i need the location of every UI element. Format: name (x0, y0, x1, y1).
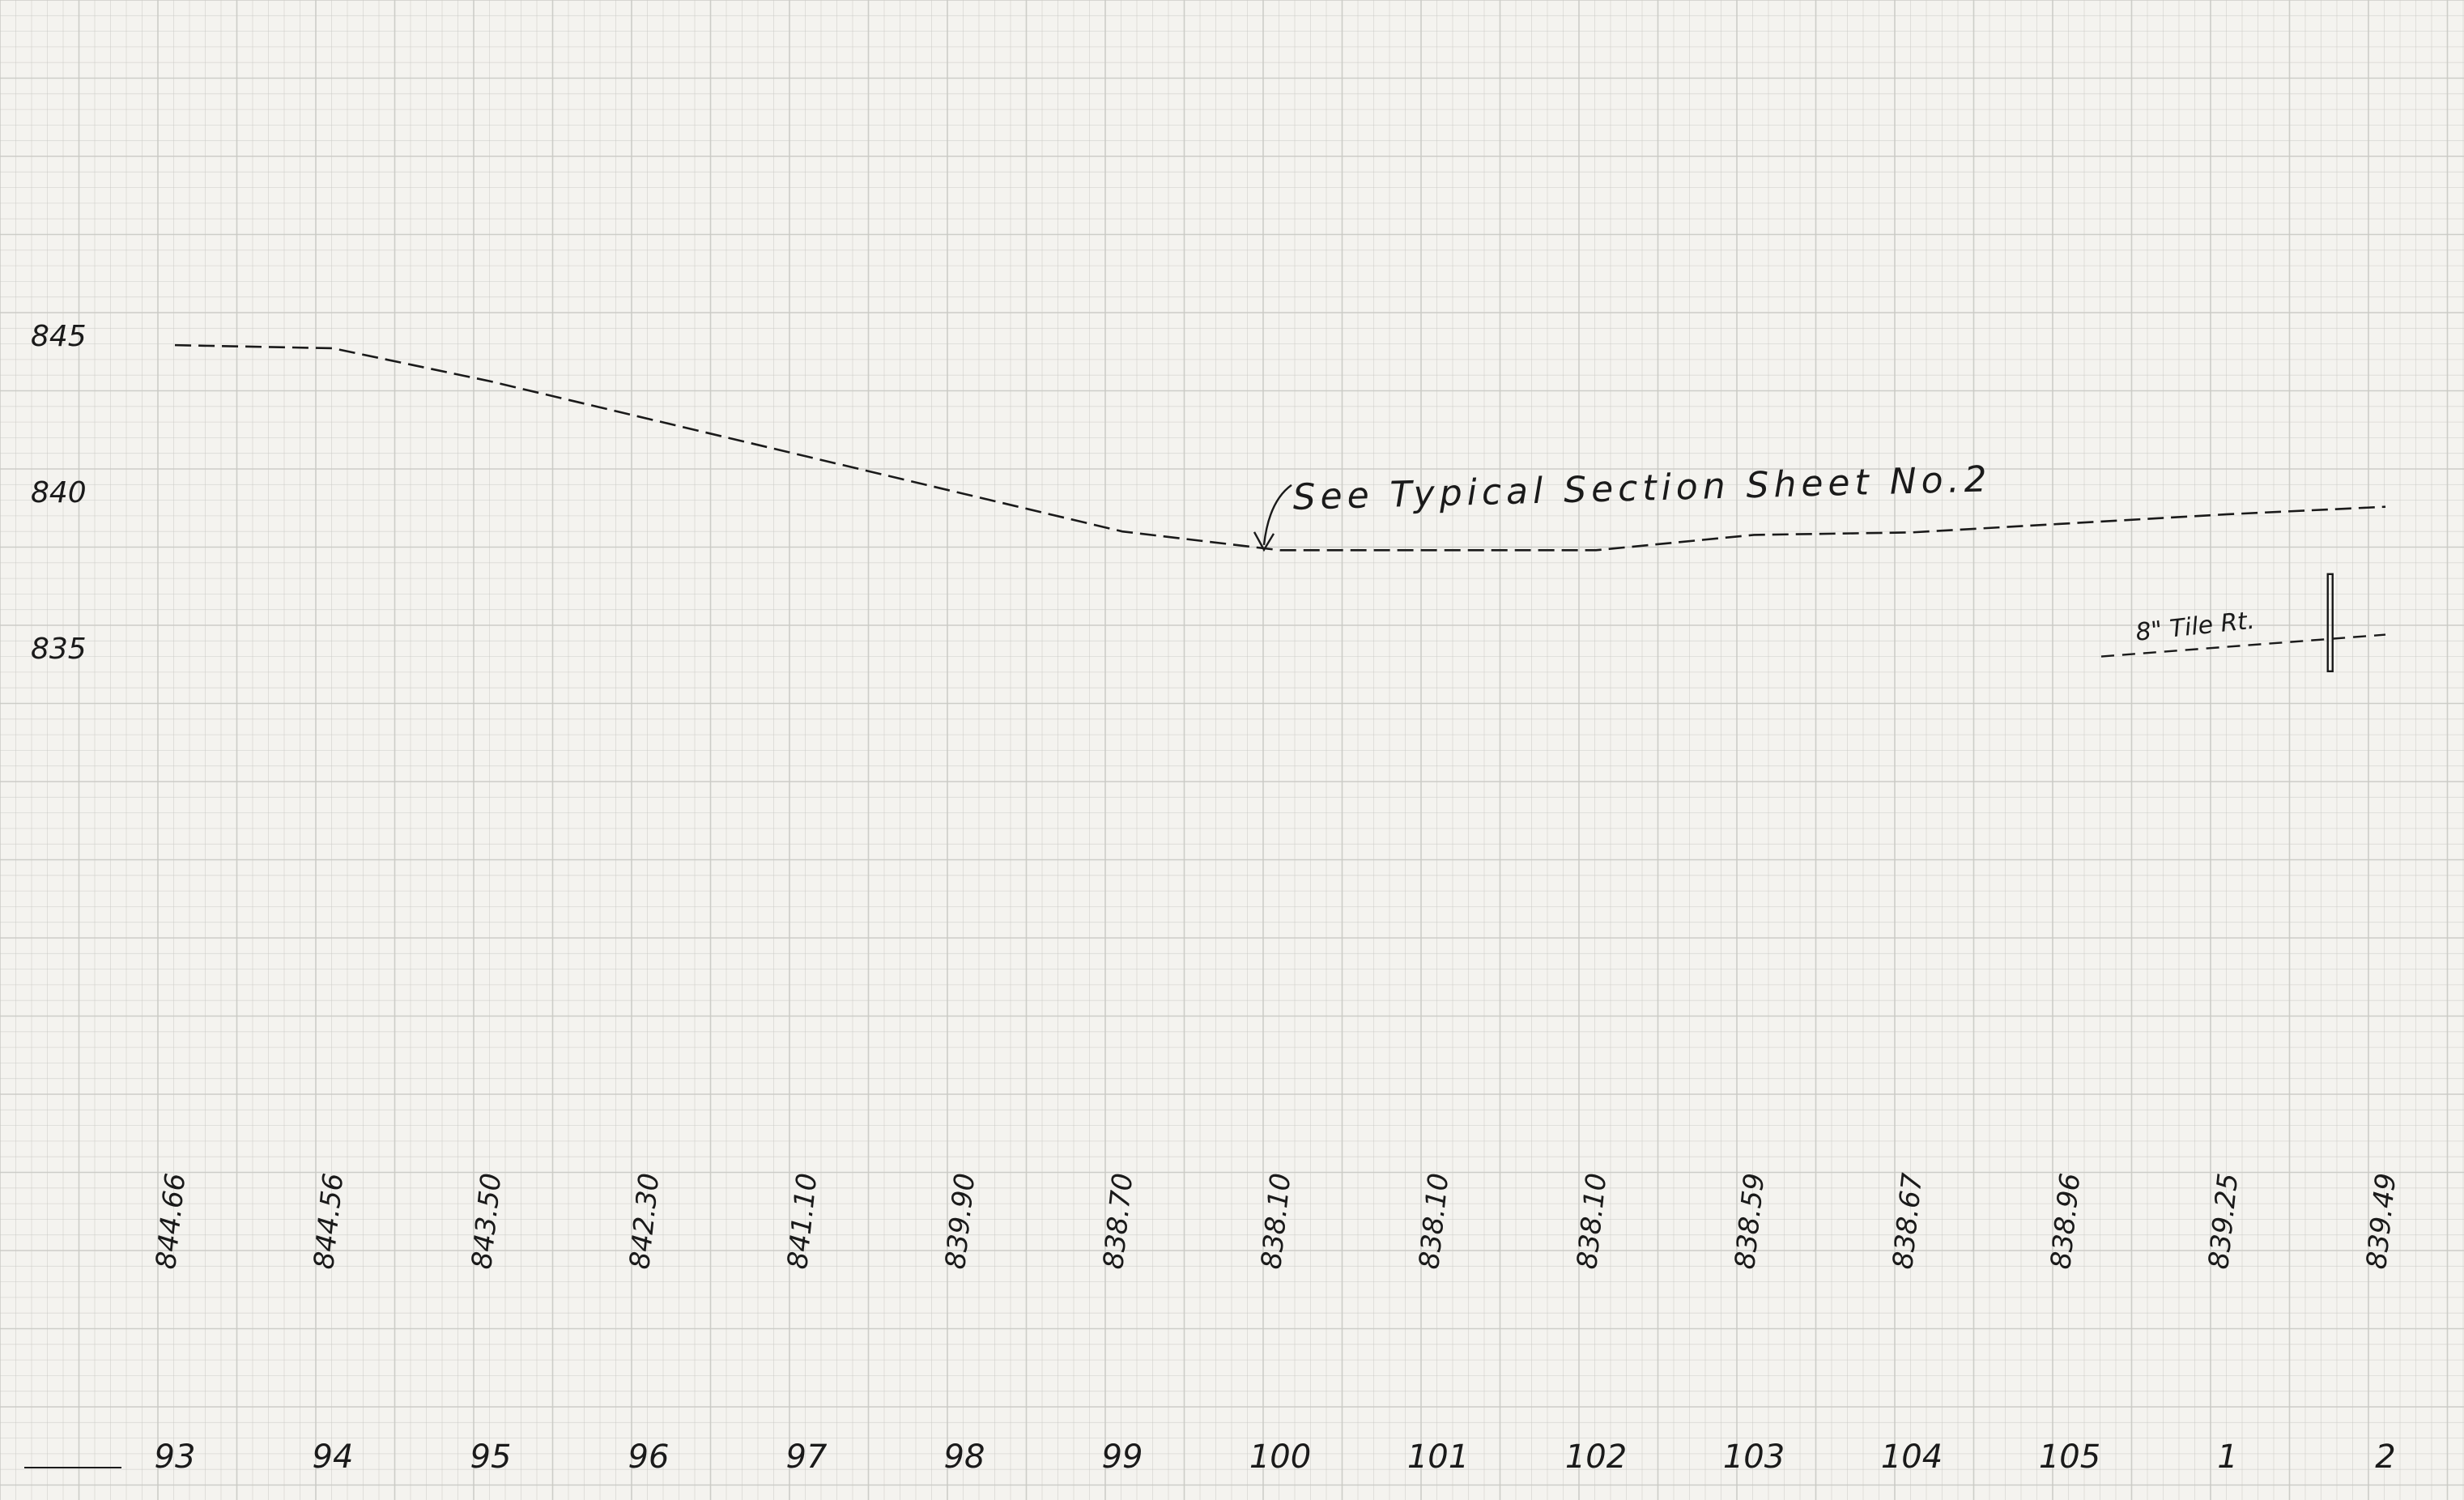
station-label: 101 (1407, 1438, 1469, 1476)
station-label: 105 (2039, 1438, 2100, 1476)
y-tick-label: 835 (31, 633, 87, 666)
station-label: 93 (155, 1438, 196, 1476)
station-label: 97 (786, 1438, 828, 1476)
station-label: 1 (2217, 1438, 2237, 1476)
station-label: 99 (1102, 1438, 1143, 1476)
station-label: 100 (1249, 1438, 1311, 1476)
elevation-axis: 845 840 835 (31, 320, 87, 666)
y-tick-label: 840 (31, 476, 87, 509)
station-label: 94 (313, 1438, 354, 1476)
station-label: 98 (944, 1438, 985, 1476)
y-tick-label: 845 (31, 320, 87, 353)
station-label: 104 (1881, 1438, 1943, 1476)
leader-arrowhead (1253, 531, 1275, 552)
station-label: 2 (2375, 1438, 2395, 1476)
station-label: 103 (1723, 1438, 1785, 1476)
leader-arrow (1262, 484, 1292, 546)
station-label: 95 (470, 1438, 512, 1476)
station-label: 102 (1565, 1438, 1627, 1476)
station-labels: 93 94 95 96 97 98 99 100 101 102 103 104 105 1 2 (24, 1438, 2396, 1476)
station-label: 96 (628, 1438, 670, 1476)
elevation-labels: 844.66 844.56 843.50 842.30 841.10 839.90 838.… (150, 1171, 2402, 1271)
profile-line (174, 343, 2386, 552)
tile-dashed-line (2100, 633, 2386, 658)
profile-series-line (174, 343, 2386, 552)
tile-marker (2326, 573, 2334, 673)
